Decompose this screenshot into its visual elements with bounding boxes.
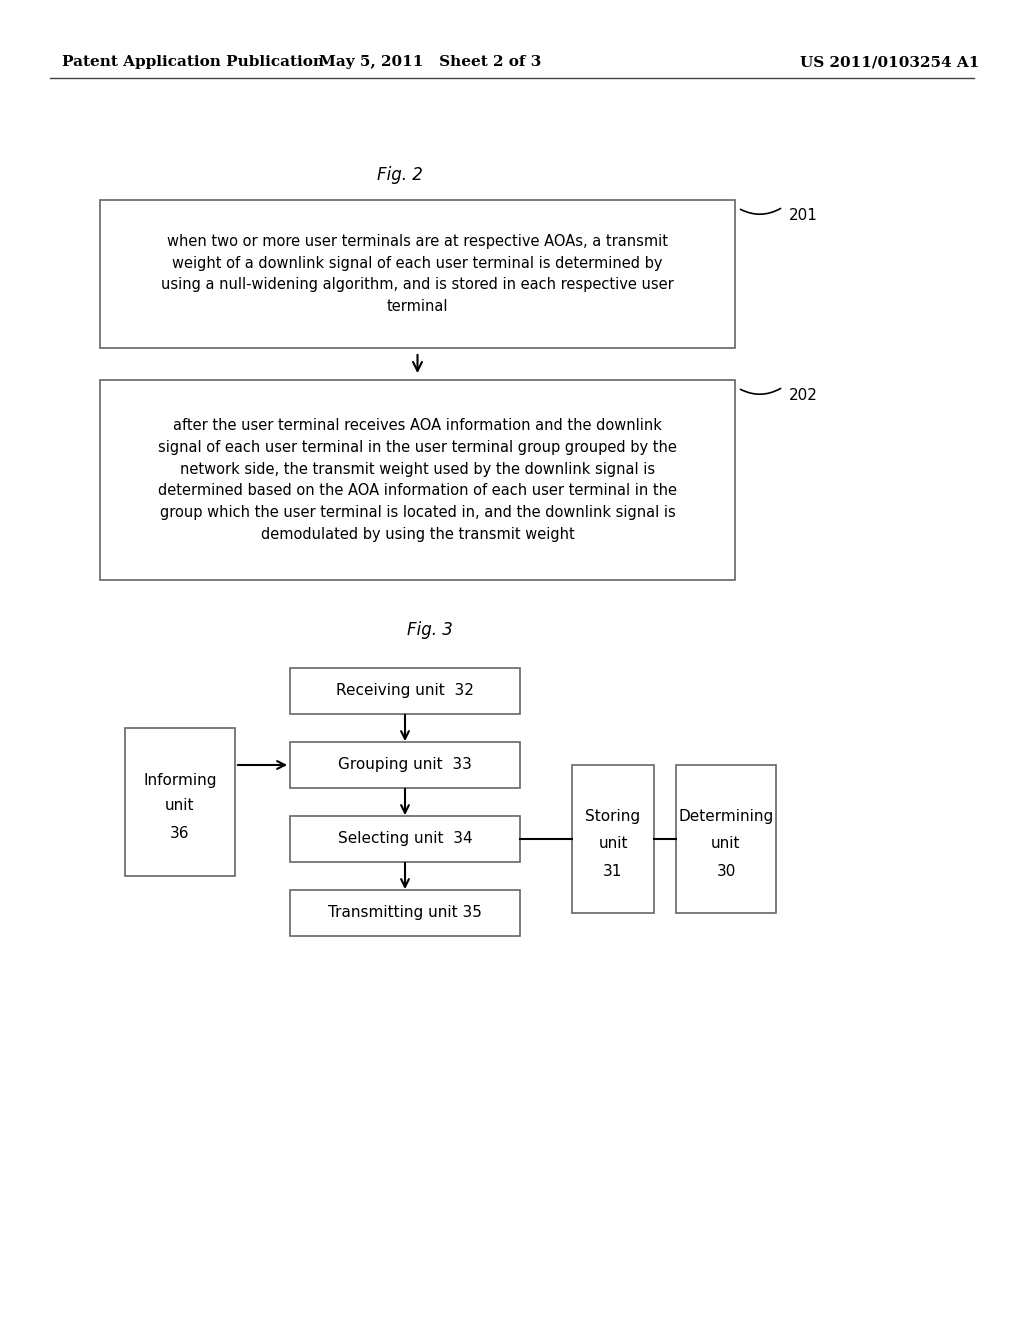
Bar [290, 668, 520, 714]
Text: 201: 201 [790, 207, 818, 223]
Text: Informing: Informing [143, 772, 217, 788]
Text: after the user terminal receives AOA information and the downlink
signal of each: after the user terminal receives AOA inf… [158, 418, 677, 541]
Text: Fig. 3: Fig. 3 [408, 620, 453, 639]
Text: 30: 30 [717, 863, 735, 879]
Text: Fig. 2: Fig. 2 [377, 166, 423, 183]
Bar [100, 201, 735, 348]
Text: unit: unit [598, 836, 628, 850]
Text: Determining: Determining [678, 809, 773, 825]
Text: unit: unit [165, 799, 195, 813]
Bar [290, 890, 520, 936]
Text: Patent Application Publication: Patent Application Publication [62, 55, 324, 69]
Text: when two or more user terminals are at respective AOAs, a transmit
weight of a d: when two or more user terminals are at r… [161, 234, 674, 314]
Bar [676, 766, 776, 913]
Bar [290, 742, 520, 788]
Text: unit: unit [712, 836, 740, 850]
Text: Grouping unit  33: Grouping unit 33 [338, 758, 472, 772]
Text: Selecting unit  34: Selecting unit 34 [338, 832, 472, 846]
Bar [125, 729, 234, 876]
Text: 31: 31 [603, 863, 623, 879]
Text: May 5, 2011   Sheet 2 of 3: May 5, 2011 Sheet 2 of 3 [318, 55, 542, 69]
Text: Receiving unit  32: Receiving unit 32 [336, 684, 474, 698]
Bar [572, 766, 654, 913]
Text: Transmitting unit 35: Transmitting unit 35 [328, 906, 482, 920]
Text: 36: 36 [170, 826, 189, 842]
Bar [100, 380, 735, 579]
Text: US 2011/0103254 A1: US 2011/0103254 A1 [800, 55, 979, 69]
Text: Storing: Storing [586, 809, 641, 825]
Text: 202: 202 [790, 388, 818, 403]
Bar [290, 816, 520, 862]
